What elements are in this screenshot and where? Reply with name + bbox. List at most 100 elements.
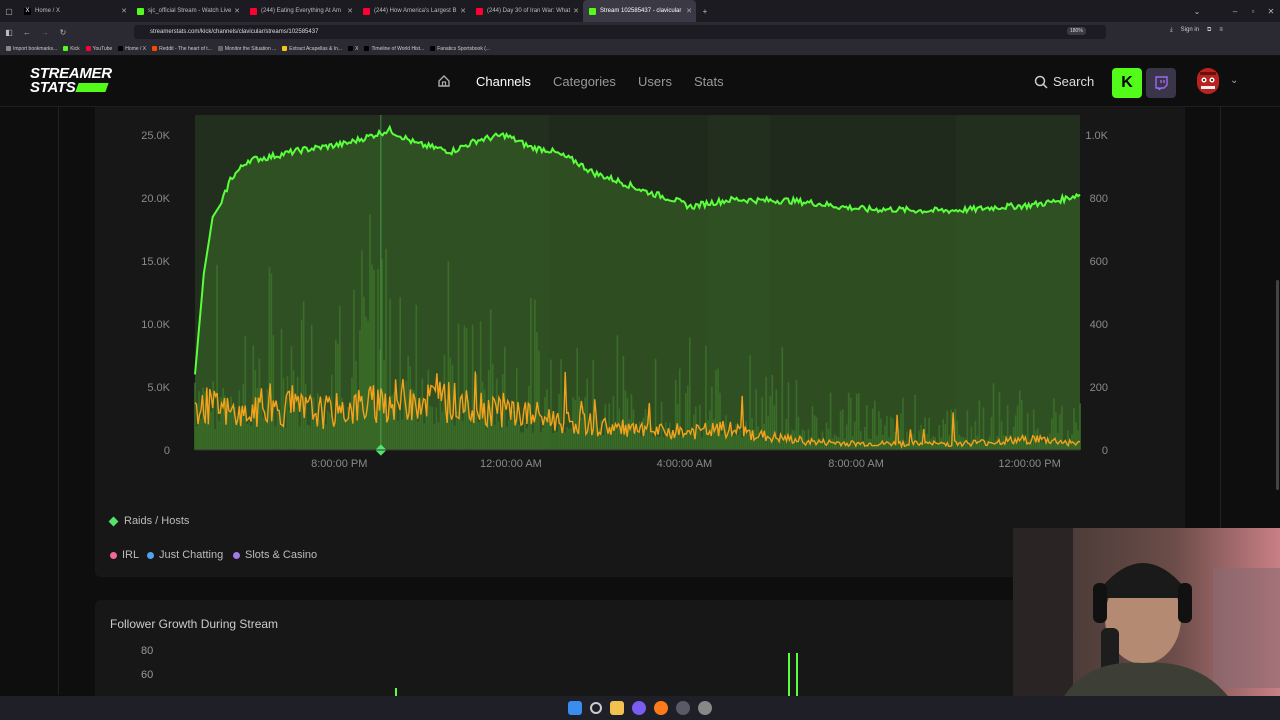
- search-button[interactable]: Search: [1034, 74, 1094, 89]
- reload-icon[interactable]: ↻: [59, 27, 67, 37]
- bookmark-item[interactable]: Kick: [63, 45, 80, 52]
- close-tab-icon[interactable]: ✕: [121, 8, 127, 15]
- tab-title: Stream 102585437 - clavicular: [600, 8, 682, 14]
- follower-bar: [395, 688, 397, 700]
- maximize-window-icon[interactable]: ▫: [1251, 6, 1255, 16]
- chevron-down-icon[interactable]: ⌄: [1230, 75, 1239, 86]
- discord-icon[interactable]: [632, 701, 646, 715]
- tab-favicon-icon: X: [24, 7, 31, 15]
- bookmark-item[interactable]: Extract Acapellas & In...: [282, 46, 342, 52]
- tab-overview-icon[interactable]: ▢: [5, 6, 13, 16]
- menu-icon[interactable]: ≡: [1219, 27, 1223, 33]
- downloads-icon[interactable]: ⤓: [1170, 27, 1173, 33]
- x-axis-tick-label: 4:00:00 AM: [657, 458, 713, 470]
- new-tab-button[interactable]: +: [702, 6, 708, 16]
- left-axis-tick-label: 10.0K: [141, 319, 170, 331]
- bookmark-label: Kick: [70, 45, 80, 52]
- kick-icon: K: [1121, 74, 1133, 91]
- app-icon[interactable]: [676, 701, 690, 715]
- extensions-icon[interactable]: ⧉: [1207, 27, 1212, 33]
- follower-growth-card: Follower Growth During Stream 80 60: [95, 600, 1185, 700]
- close-tab-icon[interactable]: ✕: [460, 8, 466, 15]
- browser-tab[interactable]: X Home / X ✕: [18, 0, 131, 22]
- browser-tab[interactable]: (244) How America's Largest B ✕: [357, 0, 470, 22]
- bookmark-item[interactable]: Timeline of World Hist...: [364, 46, 424, 52]
- forward-icon[interactable]: →: [41, 27, 49, 37]
- windows-start-icon[interactable]: [568, 701, 582, 715]
- bookmark-item[interactable]: Monitor the Situation ...: [217, 46, 276, 52]
- legend-just-chatting[interactable]: Just Chatting: [147, 549, 223, 561]
- follower-bar: [788, 653, 790, 700]
- bookmark-label: Reddit - The heart of t...: [159, 45, 212, 52]
- browser-tab[interactable]: sjc_official Stream - Watch Live ✕: [131, 0, 244, 22]
- bookmark-label: Extract Acapellas & In...: [289, 45, 343, 52]
- tab-favicon-icon: [250, 7, 257, 15]
- left-axis-tick-label: 25.0K: [141, 130, 170, 142]
- sign-in-button[interactable]: Sign in: [1180, 27, 1200, 33]
- zoom-level-badge[interactable]: 180%: [1067, 27, 1086, 35]
- bookmark-favicon-icon: [282, 46, 288, 51]
- close-tab-icon[interactable]: ✕: [686, 8, 692, 15]
- bookmark-label: X: [355, 45, 359, 52]
- browser-tab[interactable]: (244) Day 30 of Iran War: What ✕: [470, 0, 583, 22]
- twitch-platform-button[interactable]: [1146, 68, 1176, 98]
- bookmark-item[interactable]: Fanatics Sportsbook (...: [430, 46, 490, 52]
- tab-title: (244) Eating Everything At Am: [261, 8, 342, 14]
- bookmark-item[interactable]: Reddit - The heart of t...: [152, 46, 212, 52]
- firefox-icon[interactable]: [654, 701, 668, 715]
- legend-irl[interactable]: IRL: [110, 549, 139, 561]
- back-icon[interactable]: ←: [23, 27, 31, 37]
- close-tab-icon[interactable]: ✕: [573, 8, 579, 15]
- left-axis-tick-label: 15.0K: [141, 256, 170, 268]
- right-axis-tick-label: 800: [1090, 193, 1108, 205]
- viewer-chart[interactable]: 0 5.0K 10.0K 15.0K 20.0K 25.0K 0 200 400 600 800 1.…: [95, 107, 1185, 507]
- close-window-icon[interactable]: ✕: [1267, 6, 1275, 16]
- nav-link-users[interactable]: Users: [638, 74, 672, 89]
- url-text: streamerstats.com/kick/channels/clavicul…: [150, 29, 319, 35]
- bookmark-favicon-icon: [118, 46, 124, 51]
- legend-slots-casino[interactable]: Slots & Casino: [233, 549, 317, 561]
- url-bar[interactable]: streamerstats.com/kick/channels/clavicul…: [134, 25, 1106, 39]
- kick-platform-button[interactable]: K: [1112, 68, 1142, 98]
- home-icon[interactable]: [437, 74, 451, 93]
- bookmark-item[interactable]: X: [348, 46, 358, 52]
- nav-link-channels[interactable]: Channels: [476, 74, 531, 89]
- y-tick-label: 60: [141, 669, 154, 681]
- list-tabs-icon[interactable]: ⌄: [1193, 6, 1201, 16]
- search-label: Search: [1053, 74, 1095, 89]
- legend-raids-hosts[interactable]: Raids / Hosts: [108, 515, 189, 527]
- page-scrollbar[interactable]: [1276, 280, 1279, 490]
- search-icon: [1034, 75, 1048, 89]
- right-axis-tick-label: 0: [1102, 445, 1108, 457]
- tab-favicon-icon: [476, 7, 483, 15]
- avatar[interactable]: [1197, 68, 1219, 94]
- file-explorer-icon[interactable]: [610, 701, 624, 715]
- webcam-overlay: [1013, 528, 1280, 720]
- tab-title: (244) How America's Largest B: [374, 8, 457, 14]
- browser-tab[interactable]: (244) Eating Everything At Am ✕: [244, 0, 357, 22]
- bookmark-item[interactable]: Home / X: [118, 46, 146, 52]
- bookmark-item[interactable]: Import bookmarks...: [6, 46, 57, 52]
- bookmark-label: Import bookmarks...: [13, 45, 58, 52]
- browser-tab[interactable]: Stream 102585437 - clavicular ✕: [583, 0, 696, 22]
- twitch-icon: [1155, 76, 1168, 90]
- follower-growth-title: Follower Growth During Stream: [110, 617, 279, 631]
- legend-dot: [110, 551, 117, 559]
- logo-line-2: STATS: [30, 80, 112, 95]
- page-divider-left: [58, 107, 59, 695]
- x-axis-tick-label: 8:00:00 AM: [828, 458, 884, 470]
- streamer-stats-logo[interactable]: STREAMER STATS: [30, 66, 112, 95]
- bookmark-favicon-icon: [348, 46, 354, 51]
- tab-title: sjc_official Stream - Watch Live: [148, 8, 232, 14]
- nav-link-categories[interactable]: Categories: [553, 74, 616, 89]
- nav-link-stats[interactable]: Stats: [694, 74, 724, 89]
- close-tab-icon[interactable]: ✕: [234, 8, 240, 15]
- bookmark-label: Fanatics Sportsbook (...: [437, 45, 491, 52]
- bookmark-item[interactable]: YouTube: [85, 46, 112, 52]
- minimize-window-icon[interactable]: –: [1232, 6, 1238, 16]
- close-tab-icon[interactable]: ✕: [347, 8, 353, 15]
- search-icon[interactable]: [590, 702, 602, 714]
- settings-icon[interactable]: [698, 701, 712, 715]
- sidebar-icon[interactable]: ◧: [5, 27, 13, 37]
- left-axis-tick-label: 20.0K: [141, 193, 170, 205]
